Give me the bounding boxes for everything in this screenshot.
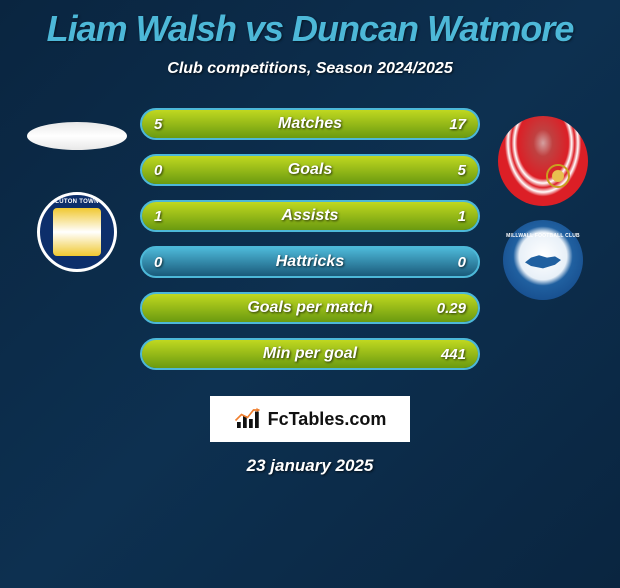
left-player-column: LUTON TOWN	[22, 108, 132, 272]
stat-value-left: 5	[154, 116, 162, 133]
brand-badge: FcTables.com	[210, 396, 410, 442]
stat-bar: 1Assists1	[140, 200, 480, 232]
right-player-column: MILLWALL FOOTBALL CLUB	[488, 108, 598, 300]
stat-value-left: 0	[154, 162, 162, 179]
stat-value-left: 1	[154, 208, 162, 225]
stats-bars: 5Matches170Goals51Assists10Hattricks0Goa…	[140, 108, 480, 370]
stat-label: Matches	[142, 115, 478, 133]
stat-bar: 0Hattricks0	[140, 246, 480, 278]
stat-bar: Goals per match0.29	[140, 292, 480, 324]
stat-value-right: 1	[458, 208, 466, 225]
comparison-content: LUTON TOWN 5Matches170Goals51Assists10Ha…	[0, 108, 620, 370]
stat-label: Min per goal	[142, 345, 478, 363]
left-club-badge: LUTON TOWN	[37, 192, 117, 272]
right-club-badge-text: MILLWALL FOOTBALL CLUB	[506, 233, 580, 239]
stat-bar: 5Matches17	[140, 108, 480, 140]
stat-value-right: 5	[458, 162, 466, 179]
stat-value-left: 0	[154, 254, 162, 271]
right-player-photo	[498, 116, 588, 206]
stat-bar: 0Goals5	[140, 154, 480, 186]
footer-date: 23 january 2025	[0, 456, 620, 476]
stat-bar: Min per goal441	[140, 338, 480, 370]
stat-value-right: 17	[449, 116, 466, 133]
page-subtitle: Club competitions, Season 2024/2025	[0, 60, 620, 78]
left-player-photo	[27, 122, 127, 150]
page-title: Liam Walsh vs Duncan Watmore	[0, 8, 620, 50]
left-club-badge-text: LUTON TOWN	[55, 199, 98, 205]
right-club-badge: MILLWALL FOOTBALL CLUB	[503, 220, 583, 300]
stat-label: Goals	[142, 161, 478, 179]
stat-value-right: 441	[441, 346, 466, 363]
stat-value-right: 0	[458, 254, 466, 271]
stat-label: Hattricks	[142, 253, 478, 271]
brand-chart-icon	[234, 407, 264, 431]
stat-value-right: 0.29	[437, 300, 466, 317]
stat-label: Assists	[142, 207, 478, 225]
brand-text: FcTables.com	[268, 409, 387, 430]
stat-label: Goals per match	[142, 299, 478, 317]
